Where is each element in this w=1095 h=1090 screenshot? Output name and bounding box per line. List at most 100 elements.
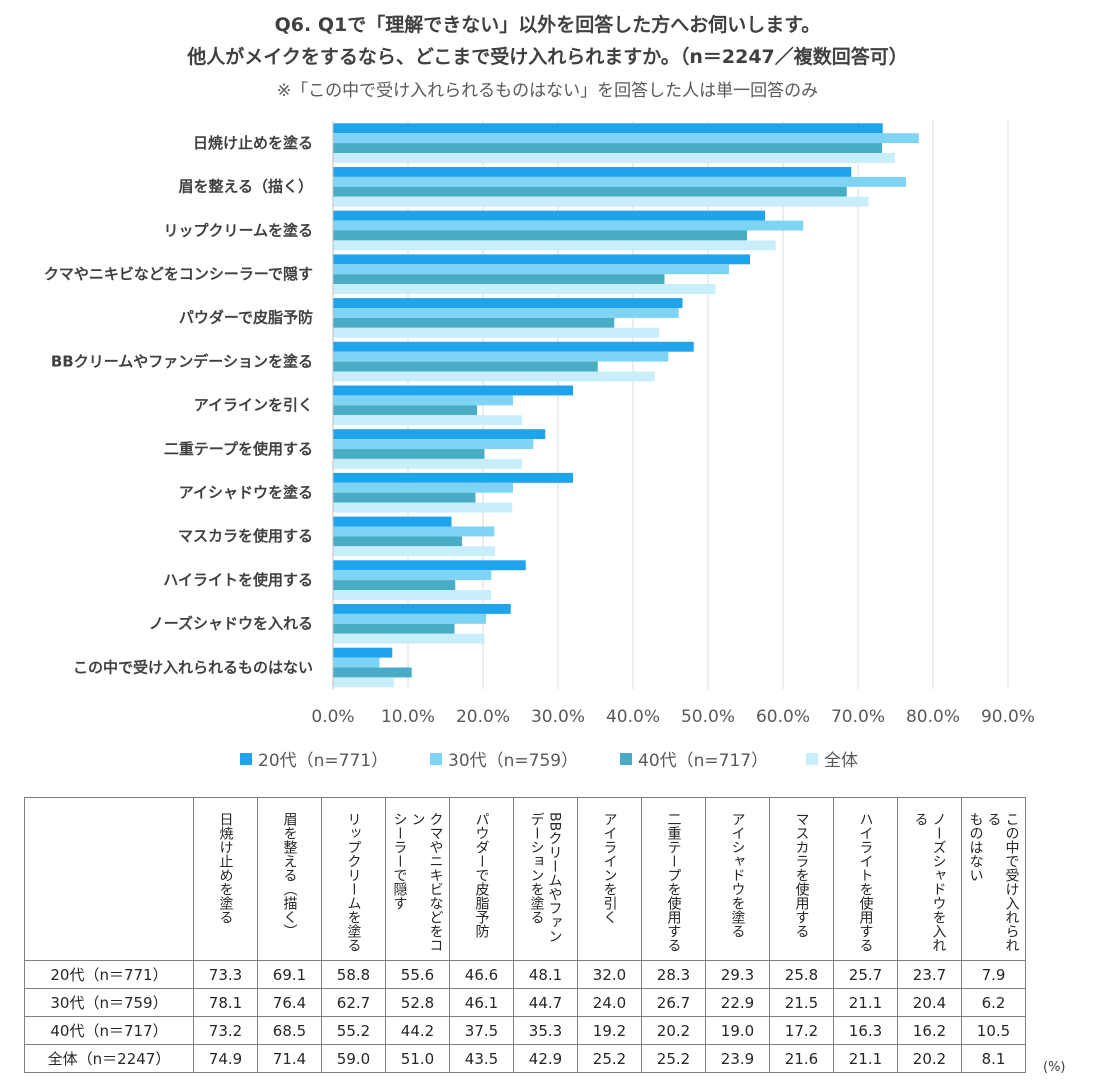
table-cell: 73.2 [193, 1016, 258, 1045]
table-column-header-text: 眉を整える（描く） [281, 812, 298, 938]
category-label: リップクリームを塗る [163, 221, 313, 239]
legend-label: 全体 [824, 751, 858, 771]
table-column-header-text: 二重テープを使用する [665, 812, 682, 952]
legend-swatch [806, 752, 818, 765]
unit-label: (%) [1043, 1060, 1066, 1075]
table-cell: 74.9 [193, 1044, 258, 1073]
table-cell: 62.7 [321, 988, 386, 1017]
table-cell: 23.9 [705, 1044, 770, 1073]
category-label: ノーズシャドウを入れる [149, 615, 313, 633]
table-cell: 42.9 [513, 1044, 578, 1073]
table-cell: 21.1 [833, 988, 898, 1017]
table-row-header: 30代（n＝759） [24, 988, 194, 1017]
chart-title-line-2: 他人がメイクをするなら、どこまで受け入れられますか。（n＝2247／複数回答可） [187, 46, 908, 68]
table-header-row: 日焼け止めを塗る 眉を整える（描く） リップクリームを塗る クマやニキビなどをコン シ… [24, 797, 1026, 961]
category-label: マスカラを使用する [178, 527, 313, 545]
bar [333, 405, 477, 416]
table-cell: 16.3 [833, 1016, 898, 1045]
bar [333, 472, 573, 483]
bar [333, 560, 526, 571]
table-cell: 17.2 [769, 1016, 834, 1045]
category-label: BBクリームやファンデーションを塗る [51, 352, 313, 370]
chart-title-line-1: Q6. Q1で「理解できない」以外を回答した方へお伺いします。 [274, 14, 821, 36]
chart-legend: 20代（n=771） 30代（n=759） 40代（n=717） 全体 [0, 746, 1095, 771]
x-tick-label: 60.0% [756, 707, 810, 727]
table-column-header-text: パウダーで皮脂予防 [473, 812, 490, 938]
legend-item: 40代（n=717） [620, 746, 768, 771]
table-cell: 59.0 [321, 1044, 386, 1073]
bar [333, 633, 485, 644]
data-table: 日焼け止めを塗る 眉を整える（描く） リップクリームを塗る クマやニキビなどをコン シ… [24, 797, 1026, 1073]
table-cell: 51.0 [385, 1044, 450, 1073]
table-cell: 19.2 [577, 1016, 642, 1045]
table-cell: 29.3 [705, 960, 770, 989]
table-cell: 32.0 [577, 960, 642, 989]
category-label: 日焼け止めを塗る [193, 134, 313, 152]
table-cell: 48.1 [513, 960, 578, 989]
bar [333, 327, 660, 338]
table-cell: 21.1 [833, 1044, 898, 1073]
x-tick-label: 50.0% [681, 707, 735, 727]
table-column-header: マスカラを使用する [769, 797, 834, 961]
table-cell: 44.7 [513, 988, 578, 1017]
table-column-header: ノーズシャドウを入れる [897, 797, 962, 961]
bar [333, 274, 665, 285]
table-row-header: 全体（n＝2247） [24, 1044, 194, 1073]
bar [333, 385, 573, 396]
bar [333, 240, 776, 251]
bar [333, 230, 747, 241]
table-cell: 71.4 [257, 1044, 322, 1073]
table-column-header-text: BBクリームやファン デーションを塗る [528, 812, 563, 944]
table-column-header: クマやニキビなどをコン シーラーで隠す [385, 797, 450, 961]
bar [333, 623, 455, 634]
table-column-header: パウダーで皮脂予防 [449, 797, 514, 961]
bar [333, 284, 716, 294]
x-tick-label: 10.0% [381, 707, 435, 727]
bar [333, 536, 462, 547]
table-cell: 20.2 [641, 1016, 706, 1045]
table-column-header-text: ノーズシャドウを入れる [912, 812, 947, 952]
table-cell: 20.4 [897, 988, 962, 1017]
table-cell: 10.5 [961, 1016, 1026, 1045]
bar [333, 395, 513, 406]
bar [333, 590, 492, 600]
category-label: 二重テープを使用する [164, 440, 313, 458]
bar [333, 647, 393, 658]
table-column-header: アイラインを引く [577, 797, 642, 961]
table-row: 30代（n＝759） 78.1 76.4 62.7 52.8 46.1 44.7 24.0 26… [24, 988, 1026, 1017]
table-column-header: リップクリームを塗る [321, 797, 386, 961]
category-label: この中で受け入れられるものはない [73, 658, 313, 676]
bar [333, 220, 804, 231]
table-cell: 19.0 [705, 1016, 770, 1045]
table-column-header: 日焼け止めを塗る [193, 797, 258, 961]
legend-swatch [240, 752, 252, 765]
legend-swatch [430, 752, 442, 765]
bar [333, 449, 485, 459]
bar [333, 167, 852, 177]
table-column-header: ハイライトを使用する [833, 797, 898, 961]
bar [333, 482, 513, 493]
table-cell: 44.2 [385, 1016, 450, 1045]
table-row-header: 40代（n＝717） [24, 1016, 194, 1045]
bar [333, 516, 452, 527]
bar [333, 604, 511, 614]
bar [333, 186, 847, 197]
table-cell: 43.5 [449, 1044, 514, 1073]
bar [333, 458, 522, 469]
bar [333, 371, 655, 382]
table-cell: 21.5 [769, 988, 834, 1017]
table-column-header: この中で受け入れられる ものはない [961, 797, 1026, 961]
table-cell: 55.2 [321, 1016, 386, 1045]
legend-item: 全体 [806, 746, 858, 771]
bar [333, 196, 869, 207]
table-cell: 25.8 [769, 960, 834, 989]
category-label: パウダーで皮脂予防 [179, 309, 313, 327]
bar [333, 502, 513, 513]
category-label: 眉を整える（描く） [178, 178, 313, 196]
bar [333, 210, 765, 221]
bar [333, 667, 412, 678]
bar [333, 298, 683, 308]
category-label: ハイライトを使用する [163, 571, 313, 589]
bar [333, 308, 679, 318]
table-cell: 25.7 [833, 960, 898, 989]
